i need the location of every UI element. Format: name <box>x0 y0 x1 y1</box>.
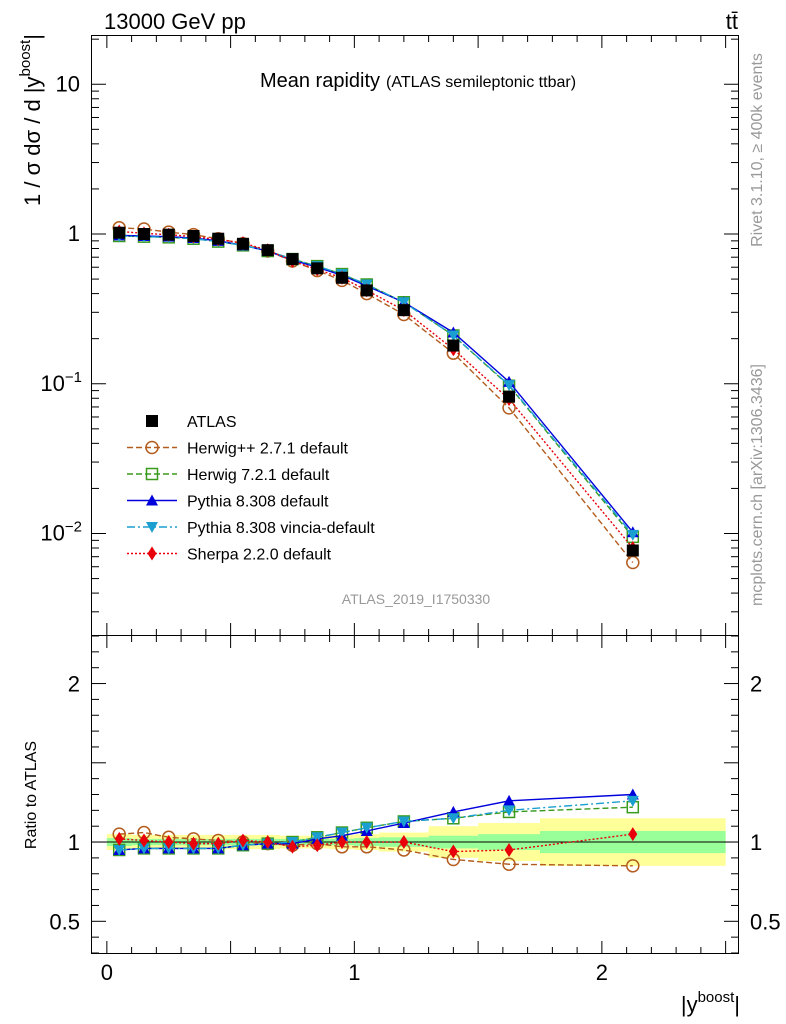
point-atlas <box>236 237 249 250</box>
legend-label-herwig-2-7-1-default: Herwig++ 2.7.1 default <box>187 441 349 458</box>
ratio-point-pythia-8-308-vincia-default <box>137 843 150 855</box>
ratio-point-sherpa-2-2-0-default <box>504 842 514 857</box>
ratio-point-sherpa-2-2-0-default <box>362 835 372 850</box>
ratio-line-sherpa-2-2-0-default <box>119 833 633 853</box>
point-atlas <box>187 229 200 242</box>
point-pythia-8-308-vincia-default <box>397 297 410 309</box>
x-tick-label: 0 <box>101 960 113 985</box>
legend-label-atlas: ATLAS <box>187 414 237 431</box>
series-line-pythia-8-308-default <box>119 234 634 533</box>
series-line-pythia-8-308-vincia-default <box>119 235 634 536</box>
legend-marker-herwig-2-7-1-default <box>145 440 159 455</box>
analysis-id: ATLAS_2019_I1750330 <box>342 591 491 607</box>
legend-marker-herwig-7-2-1-default <box>145 467 159 481</box>
point-atlas <box>137 228 150 241</box>
main-y-tick-label: 10−2 <box>40 519 82 546</box>
main-plot-subtitle: (ATLAS semileptonic ttbar) <box>386 74 576 91</box>
ratio-point-sherpa-2-2-0-default <box>628 827 638 842</box>
legend-marker-sherpa-2-2-0-default <box>147 546 157 561</box>
ratio-point-herwig-2-7-1-default <box>502 857 516 871</box>
point-atlas <box>503 390 516 403</box>
ratio-y-tick-label-left: 0.5 <box>49 909 80 934</box>
point-atlas <box>311 262 324 275</box>
legend-marker-atlas <box>146 415 158 427</box>
ratio-point-pythia-8-308-vincia-default <box>447 813 460 825</box>
main-plot-heading: Mean rapidity (ATLAS semileptonic ttbar) <box>260 70 576 92</box>
point-atlas <box>286 253 299 266</box>
main-y-tick-label: 1 <box>68 221 80 246</box>
ratio-point-sherpa-2-2-0-default <box>448 844 458 859</box>
main-plot-frame <box>91 35 739 636</box>
ratio-point-pythia-8-308-vincia-default <box>503 805 516 817</box>
legend-label-pythia-8-308-default: Pythia 8.308 default <box>187 494 329 511</box>
main-plot-area <box>112 221 640 570</box>
x-tick-label: 1 <box>348 960 360 985</box>
legend-marker-pythia-8-308-vincia-default <box>146 522 158 533</box>
ratio-y-tick-label-left: 2 <box>68 672 80 697</box>
legend-marker-pythia-8-308-default <box>146 494 158 506</box>
ratio-y-tick-label-left: 1 <box>68 830 80 855</box>
ratio-point-sherpa-2-2-0-default <box>114 831 124 846</box>
point-atlas <box>626 544 639 557</box>
legend-label-sherpa-2-2-0-default: Sherpa 2.2.0 default <box>187 547 332 564</box>
point-atlas <box>447 339 460 352</box>
ratio-y-tick-label-right: 1 <box>750 830 762 855</box>
mcplots-label: mcplots.cern.ch [arXiv:1306.3436] <box>749 364 766 606</box>
point-atlas <box>397 304 410 317</box>
rivet-label: Rivet 3.1.10, ≥ 400k events <box>749 53 766 247</box>
process-label: tt̄ <box>726 9 738 34</box>
ratio-y-tick-label-right: 0.5 <box>750 909 781 934</box>
ratio-y-tick-label-right: 2 <box>750 672 762 697</box>
x-axis-label: |yboost| <box>681 989 740 1017</box>
ratio-point-sherpa-2-2-0-default <box>287 839 297 854</box>
ratio-point-pythia-8-308-vincia-default <box>626 795 639 807</box>
ratio-point-pythia-8-308-vincia-default <box>360 822 373 834</box>
energy-label: 13000 GeV pp <box>104 9 246 34</box>
ratio-plot-area <box>92 788 738 873</box>
ratio-plot-frame <box>91 635 739 954</box>
ratio-point-sherpa-2-2-0-default <box>312 838 322 853</box>
point-pythia-8-308-vincia-default <box>503 380 516 392</box>
point-atlas <box>162 228 175 241</box>
ratio-point-sherpa-2-2-0-default <box>188 836 198 851</box>
ratio-point-sherpa-2-2-0-default <box>164 835 174 850</box>
x-tick-label: 2 <box>596 960 608 985</box>
point-atlas <box>335 271 348 284</box>
ratio-point-pythia-8-308-default <box>503 794 516 806</box>
main-y-tick-label: 10 <box>56 71 80 96</box>
point-atlas <box>261 244 274 257</box>
ratio-point-pythia-8-308-vincia-default <box>113 844 126 856</box>
main-y-tick-label: 10−1 <box>40 369 82 396</box>
ratio-y-axis-label: Ratio to ATLAS <box>23 741 40 849</box>
ratio-point-pythia-8-308-vincia-default <box>335 827 348 839</box>
point-pythia-8-308-vincia-default <box>626 529 639 541</box>
point-herwig-2-7-1-default <box>626 555 640 570</box>
point-atlas <box>113 226 126 239</box>
main-plot-title: Mean rapidity <box>260 70 380 92</box>
ratio-point-sherpa-2-2-0-default <box>238 833 248 848</box>
main-y-axis-label: 1 / σ dσ / d |yboost| <box>17 34 45 206</box>
ratio-point-herwig-2-7-1-default <box>626 859 640 873</box>
point-pythia-8-308-vincia-default <box>447 330 460 342</box>
legend: ATLAS Herwig++ 2.7.1 default Herwig 7.2.1 … <box>127 414 375 564</box>
ratio-point-pythia-8-308-vincia-default <box>311 832 324 844</box>
series-line-herwig-2-7-1-default <box>119 227 634 563</box>
ratio-point-sherpa-2-2-0-default <box>337 835 347 850</box>
ratio-point-sherpa-2-2-0-default <box>139 833 149 848</box>
series-line-herwig-7-2-1-default <box>119 235 634 538</box>
ratio-point-pythia-8-308-vincia-default <box>397 816 410 828</box>
point-atlas <box>360 284 373 297</box>
legend-label-herwig-7-2-1-default: Herwig 7.2.1 default <box>187 467 330 484</box>
legend-label-pythia-8-308-vincia-default: Pythia 8.308 vincia-default <box>187 520 375 537</box>
ratio-point-sherpa-2-2-0-default <box>263 835 273 850</box>
point-atlas <box>212 232 225 245</box>
ratio-point-sherpa-2-2-0-default <box>213 836 223 851</box>
ratio-point-sherpa-2-2-0-default <box>399 835 409 850</box>
